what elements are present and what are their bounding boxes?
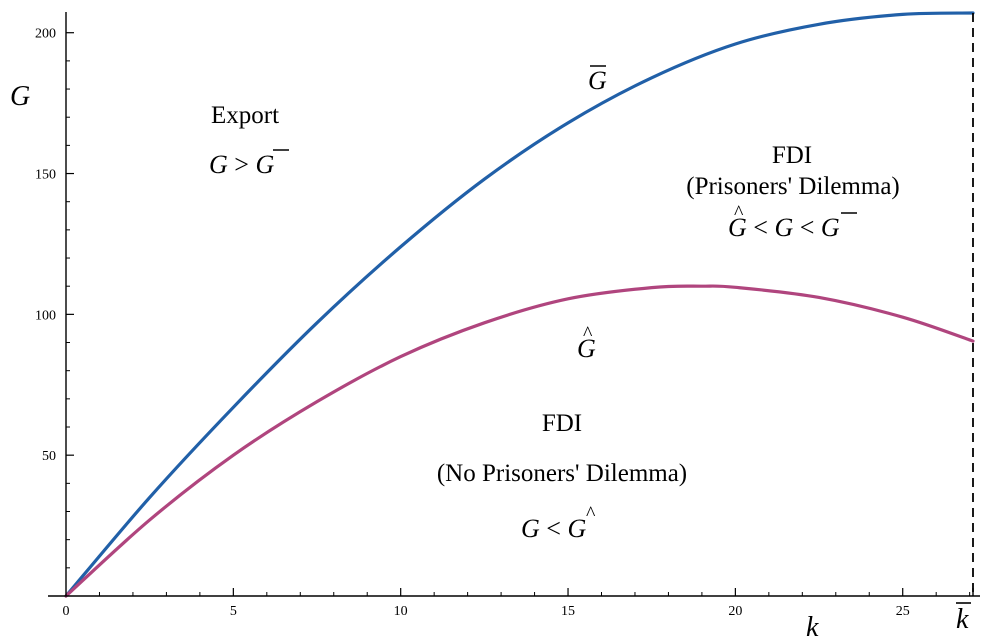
fdi-npd-title: FDI (542, 410, 582, 437)
export-title: Export (211, 102, 279, 129)
x-tick-label: 5 (230, 604, 237, 619)
y-tick-label: 50 (42, 449, 56, 464)
svg-text:G: G (577, 334, 596, 363)
y-tick-label: 200 (35, 27, 56, 42)
fdi-pd-subtitle: (Prisoners' Dilemma) (686, 173, 900, 200)
hat-mark: ^ (583, 323, 593, 345)
ticks: 0 5 10 15 20 25 50 100 150 200 (35, 27, 971, 619)
series-label-g-bar: G (588, 65, 607, 95)
y-tick-label: 100 (35, 308, 56, 323)
fdi-pd-hat-mark: ^ (734, 202, 744, 224)
x-tick-label: 20 (728, 604, 742, 619)
fdi-npd-hat-mark: ^ (586, 503, 596, 525)
series-line-g-bar (64, 11, 975, 598)
axes (48, 12, 980, 597)
export-condition: G > G (209, 150, 274, 179)
k-bar-label: k (956, 604, 969, 635)
region-fdi-pd: FDI (Prisoners' Dilemma) G < G < G ^ (686, 142, 900, 242)
fdi-npd-subtitle: (No Prisoners' Dilemma) (437, 460, 687, 487)
x-axis-label: k (806, 612, 819, 641)
fdi-pd-condition: G < G < G (728, 213, 840, 242)
x-tick-label: 15 (561, 604, 575, 619)
series-line-g-hat (64, 284, 975, 598)
y-axis-label: G (10, 81, 30, 112)
y-tick-label: 150 (35, 168, 56, 183)
fdi-pd-title: FDI (772, 142, 812, 169)
curves (64, 11, 975, 598)
x-tick-label: 10 (394, 604, 408, 619)
series-label-g-hat: G ^ (577, 323, 596, 363)
fdi-npd-condition: G < G (521, 514, 586, 543)
x-tick-label: 25 (896, 604, 910, 619)
svg-text:G: G (588, 66, 607, 95)
region-fdi-npd: FDI (No Prisoners' Dilemma) G < G ^ (437, 410, 687, 543)
region-export: Export G > G (209, 102, 289, 179)
x-tick-label: 0 (63, 604, 70, 619)
